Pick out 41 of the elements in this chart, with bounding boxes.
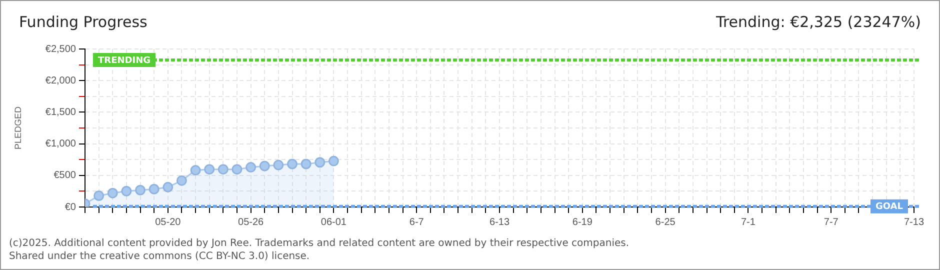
x-tick-label: 06-01 — [320, 216, 347, 228]
x-tick-label: 6-25 — [655, 216, 676, 228]
y-axis-title: PLEDGED — [12, 106, 23, 150]
point — [259, 160, 270, 172]
point — [190, 165, 201, 176]
y-tick-label: €500 — [54, 170, 76, 182]
point — [204, 164, 215, 175]
x-tick-label: 6-7 — [409, 216, 424, 228]
y-tick-label: €2,000 — [45, 75, 76, 86]
y-tick-label: €0 — [64, 202, 76, 213]
point — [94, 190, 104, 201]
x-tick-label: 05-20 — [155, 216, 182, 228]
x-tick-label: 6-13 — [489, 216, 510, 228]
point — [273, 160, 284, 170]
text: Shared under the creative commons (CC BY-NC 3.0) license. — [9, 250, 311, 263]
point — [162, 182, 174, 192]
x-tick-label: 05-26 — [238, 216, 264, 228]
y-tick-label: €2,500 — [45, 44, 76, 55]
y-tick-label: €1,000 — [45, 138, 76, 150]
point — [148, 184, 160, 194]
point — [328, 156, 339, 166]
point — [246, 162, 256, 173]
point — [218, 164, 228, 175]
point — [176, 175, 187, 186]
ref-line-label: TRENDING — [98, 56, 150, 66]
point — [135, 184, 146, 196]
ref-line-label: GOAL — [876, 202, 904, 212]
y-tick-label: €1,500 — [45, 106, 76, 118]
point — [287, 158, 298, 170]
x-tick-label: 6-19 — [572, 216, 593, 228]
x-tick-label: 7-7 — [824, 216, 839, 228]
point — [107, 188, 118, 198]
point — [300, 158, 312, 170]
chart-subtitle: Trending: €2,325 (23247%) — [716, 13, 921, 31]
text: (c)2025. Additional content provided by Jon Ree. Trademarks and related content are owned by their respective companies. — [9, 237, 630, 250]
point — [121, 186, 132, 196]
point — [232, 164, 242, 175]
x-tick-label: 7-1 — [740, 216, 756, 228]
point — [314, 157, 326, 168]
chart-title: Funding Progress — [19, 13, 148, 31]
x-tick-label: 7-13 — [904, 216, 924, 228]
